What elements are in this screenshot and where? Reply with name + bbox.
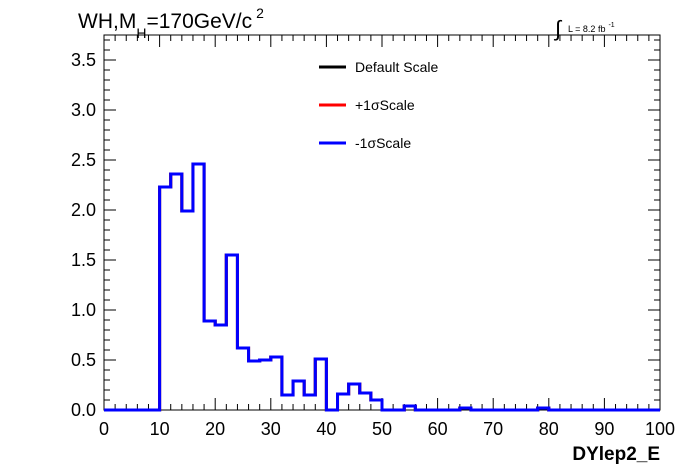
legend-entry: Default Scale bbox=[355, 59, 438, 75]
chart-title: WH,MH=170GeV/c 2 bbox=[78, 5, 264, 41]
x-tick-label: 50 bbox=[372, 419, 392, 439]
legend: Default Scale +1σScale -1σScale bbox=[319, 59, 438, 151]
x-tick-label: 30 bbox=[261, 419, 281, 439]
x-tick-label: 90 bbox=[594, 419, 614, 439]
series-line-2 bbox=[104, 162, 660, 412]
y-tick-label: 0.0 bbox=[71, 400, 96, 420]
y-tick-label: 2.5 bbox=[71, 150, 96, 170]
x-tick-label: 70 bbox=[483, 419, 503, 439]
y-axis: 0.0 0.5 1.0 1.5 2.0 2.5 3.0 3.5 bbox=[71, 39, 660, 420]
x-tick-label: 80 bbox=[539, 419, 559, 439]
y-tick-label: 0.5 bbox=[71, 350, 96, 370]
y-tick-label: 3.0 bbox=[71, 100, 96, 120]
x-axis-label: DYlep2_E bbox=[572, 444, 660, 465]
x-tick-label: 60 bbox=[428, 419, 448, 439]
y-tick-label: 3.5 bbox=[71, 50, 96, 70]
lumi-label: L = 8.2 fb -1 bbox=[568, 22, 615, 34]
legend-entry: +1σScale bbox=[355, 97, 415, 113]
lumi-integral-symbol: ∫ bbox=[553, 16, 563, 41]
series-group bbox=[104, 162, 660, 412]
x-tick-label: 20 bbox=[205, 419, 225, 439]
x-tick-label: 100 bbox=[645, 419, 675, 439]
legend-entry: -1σScale bbox=[355, 135, 411, 151]
y-tick-label: 1.5 bbox=[71, 250, 96, 270]
x-tick-label: 0 bbox=[99, 419, 109, 439]
y-tick-label: 1.0 bbox=[71, 300, 96, 320]
x-tick-label: 10 bbox=[150, 419, 170, 439]
x-tick-label: 40 bbox=[316, 419, 336, 439]
y-tick-label: 2.0 bbox=[71, 200, 96, 220]
x-axis: 0 10 20 30 40 50 60 70 80 90 100 bbox=[99, 35, 675, 439]
